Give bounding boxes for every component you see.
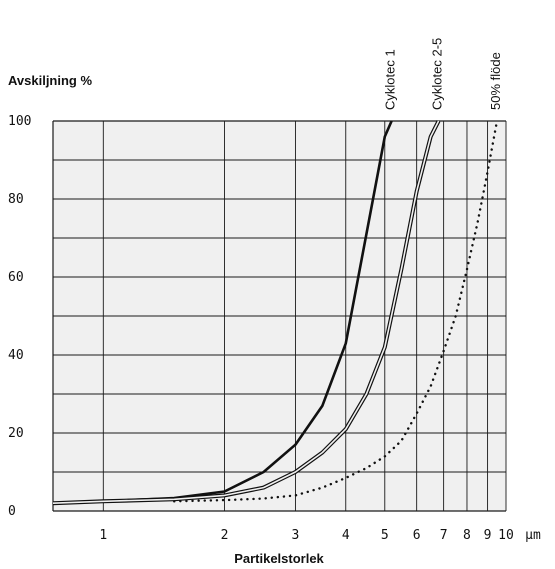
x-tick-label: 9 (484, 528, 492, 543)
x-tick-label: 8 (463, 528, 471, 543)
y-axis-title: Avskiljning % (8, 73, 92, 88)
series-lines (52, 119, 499, 506)
series-labels: Cyklotec 1 Cyklotec 2-5 50% flöde (383, 38, 503, 110)
y-tick-label: 20 (8, 426, 24, 441)
grid (52, 120, 507, 512)
series-line-2 (52, 120, 441, 506)
x-tick-label: 2 (221, 528, 229, 543)
x-tick-label: 6 (413, 528, 421, 543)
y-tick-label: 80 (8, 192, 24, 207)
x-axis-title: Partikelstorlek (234, 551, 324, 566)
y-tick-label: 0 (8, 504, 16, 519)
series-line-3 (173, 119, 499, 503)
y-tick-label: 40 (8, 348, 24, 363)
x-tick-label: 1 (99, 528, 107, 543)
x-tick-label: 3 (292, 528, 300, 543)
series-label-1: Cyklotec 1 (383, 49, 398, 110)
x-axis-unit: µm (525, 528, 541, 543)
y-tick-label: 100 (8, 114, 31, 129)
series-label-3: 50% flöde (488, 52, 503, 110)
series-line-2-inner (52, 120, 440, 504)
x-tick-label: 4 (342, 528, 350, 543)
x-tick-label: 10 (498, 528, 514, 543)
tick-labels: 0 20 40 60 80 100 1 2 3 4 5 6 7 8 9 10 (8, 114, 514, 543)
x-tick-label: 7 (440, 528, 448, 543)
x-tick-label: 5 (381, 528, 389, 543)
series-label-2: Cyklotec 2-5 (430, 38, 445, 110)
y-tick-label: 60 (8, 270, 24, 285)
